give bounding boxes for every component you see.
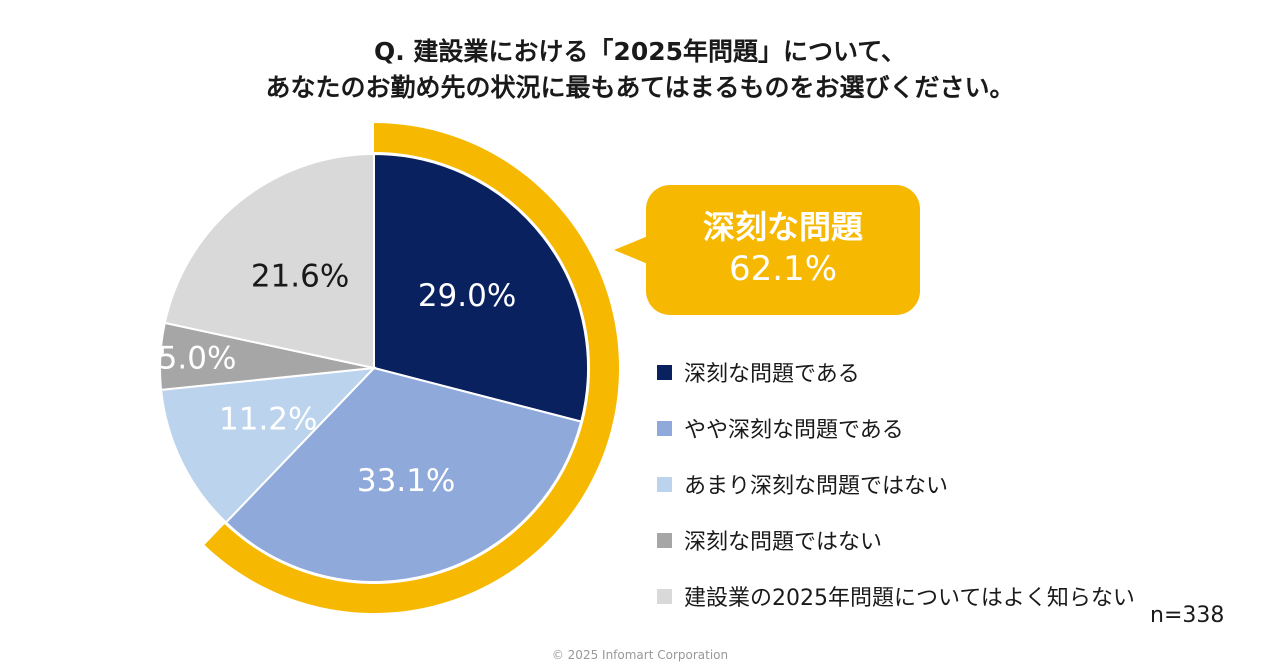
legend-swatch — [657, 420, 672, 436]
legend-item: 深刻な問題ではない — [657, 512, 1135, 568]
chart-title: Q. 建設業における「2025年問題」について、 あなたのお勤め先の状況に最もあ… — [0, 34, 1280, 106]
pie-slice — [373, 152, 589, 423]
legend-swatch — [657, 364, 672, 380]
pie-slice — [163, 152, 375, 370]
pie-slice — [224, 366, 583, 583]
slice-value-label: 11.2% — [219, 402, 317, 438]
callout-tail — [614, 236, 648, 264]
legend-label: やや深刻な問題である — [684, 418, 904, 443]
legend-label: あまり深刻な問題ではない — [684, 474, 949, 499]
chart-title-line-1: Q. 建設業における「2025年問題」について、 — [373, 37, 907, 66]
slice-value-label: 21.6% — [251, 258, 349, 294]
highlight-callout: 深刻な問題 62.1% — [646, 185, 920, 315]
legend-swatch — [657, 532, 672, 548]
sample-size: n=338 — [1150, 603, 1225, 628]
chart-title-line-2: あなたのお勤め先の状況に最もあてはまるものをお選びください。 — [265, 73, 1015, 102]
slice-value-label: 33.1% — [357, 463, 455, 499]
slice-value-label: 29.0% — [418, 278, 516, 314]
legend: 深刻な問題である やや深刻な問題である あまり深刻な問題ではない 深刻な問題では… — [657, 344, 1135, 624]
copyright: © 2025 Infomart Corporation — [551, 648, 729, 662]
pie-slice — [160, 366, 377, 524]
legend-item: やや深刻な問題である — [657, 400, 1135, 456]
highlight-ring — [204, 123, 620, 614]
legend-label: 深刻な問題ではない — [684, 530, 883, 555]
highlight-value: 62.1% — [728, 249, 837, 289]
legend-item: あまり深刻な問題ではない — [657, 456, 1135, 512]
slice-value-label: 5.0% — [158, 341, 237, 377]
legend-swatch — [657, 588, 672, 604]
legend-item: 深刻な問題である — [657, 344, 1135, 400]
highlight-label: 深刻な問題 — [702, 208, 863, 246]
legend-swatch — [657, 476, 672, 492]
legend-label: 建設業の2025年問題についてはよく知らない — [684, 586, 1135, 611]
legend-label: 深刻な問題である — [684, 362, 860, 387]
legend-item: 建設業の2025年問題についてはよく知らない — [657, 568, 1135, 624]
